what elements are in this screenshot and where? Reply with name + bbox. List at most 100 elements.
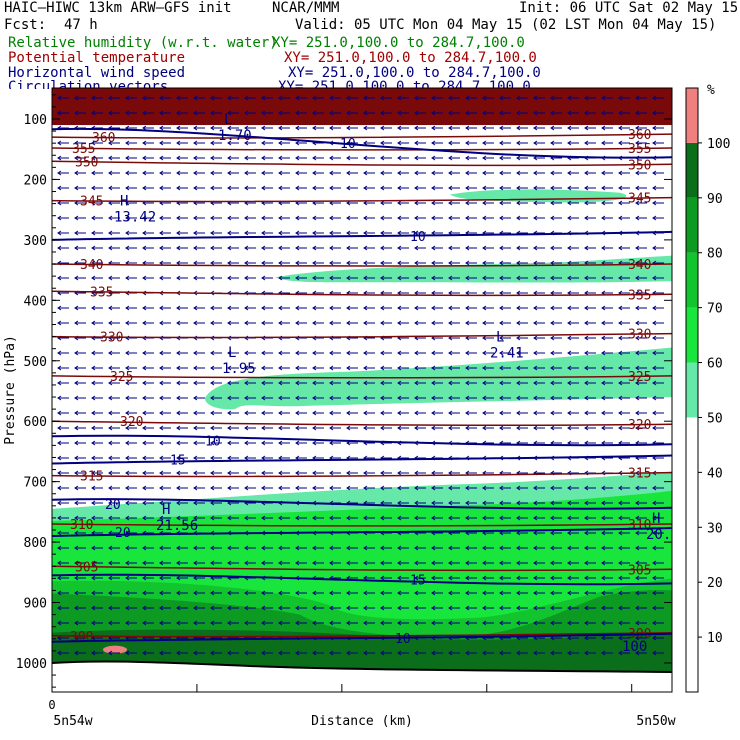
colorbar-label: 30 [707, 521, 723, 536]
colorbar: 10 20 30 40 50 60 70 80 90 100% [685, 83, 730, 693]
theta-contour-label: 345 [628, 192, 651, 207]
extremum-marker: L [496, 330, 504, 346]
theta-contour-line [52, 290, 672, 297]
wind-contour-line [52, 230, 672, 241]
theta-contour-label: 340 [628, 258, 651, 273]
field-xy-rh: XY= 251.0,100.0 to 284.7,100.0 [272, 35, 525, 51]
wind-contour-line [52, 434, 672, 447]
extremum-value: 1.70 [218, 128, 252, 144]
field-xy-wind: XY= 251.0,100.0 to 284.7,100.0 [288, 65, 541, 81]
theta-contour-line [52, 565, 672, 572]
field-name-theta: Potential temperature [8, 50, 186, 66]
colorbar-swatch [686, 252, 698, 308]
theta-contour-label: 325 [628, 370, 651, 385]
y-axis-label: Pressure (hPa) [3, 335, 18, 445]
wind-contour-label: 15 [170, 454, 186, 469]
y-tick-label: 200 [24, 173, 47, 188]
y-tick-label: 700 [24, 476, 47, 491]
y-tick-label: 900 [24, 597, 47, 612]
theta-contour-label: 310 [70, 518, 93, 533]
colorbar-label: 90 [707, 192, 723, 207]
colorbar-label: 20 [707, 576, 723, 591]
theta-contour-label: 330 [628, 328, 651, 343]
colorbar-label: 100 [707, 137, 730, 152]
theta-contour-line [52, 471, 672, 478]
x-axis: 0 5n54w 5n50w Distance (km) [48, 684, 676, 729]
wind-contour-label: 15 [410, 573, 426, 588]
theta-contour-line [52, 263, 672, 267]
y-axis: 100 200 300 400 500 600 700 800 900 1000 Pressure … [3, 94, 672, 688]
theta-contour-label: 300 [70, 630, 93, 645]
colorbar-swatch [686, 362, 698, 418]
x-end-location: 5n50w [636, 714, 675, 729]
wind-contour-line [52, 498, 672, 510]
y-tick-label: 1000 [16, 657, 47, 672]
theta-contour-label: 335 [628, 288, 651, 303]
colorbar-swatch [686, 472, 698, 528]
colorbar-swatch [686, 527, 698, 583]
wind-contour-line [52, 632, 672, 643]
wind-contour-label: 10 [340, 137, 356, 152]
y-tick-label: 400 [24, 294, 47, 309]
theta-contour-label: 330 [100, 331, 123, 346]
colorbar-label: 40 [707, 466, 723, 481]
upper-dark-band [52, 88, 672, 126]
x-tick-label: 0 [48, 698, 55, 712]
extremum-marker: H [652, 511, 660, 527]
theta-contour-line [52, 133, 672, 139]
y-tick-label: 800 [24, 536, 47, 551]
y-tick-label: 300 [24, 234, 47, 249]
theta-contour-label: 340 [80, 258, 103, 273]
theta-contour-label: 350 [75, 155, 98, 170]
theta-contour-label: 360 [92, 131, 115, 146]
theta-contour-label: 355 [628, 142, 651, 157]
valid-time: Valid: 05 UTC Mon 04 May 15 (02 LST Mon … [295, 17, 717, 33]
extremum-value: 13.42 [114, 210, 156, 226]
theta-contour-label: 315 [80, 470, 103, 485]
colorbar-label: 50 [707, 411, 723, 426]
colorbar-frame [685, 87, 699, 693]
extremum-value: 100 [622, 639, 647, 655]
y-tick-label: 100 [24, 113, 47, 128]
extremum-marker: L [228, 345, 236, 361]
field-xy-vectors: XY= 251.0,100.0 to 284.7,100.0 [278, 79, 531, 89]
theta-contour-label: 355 [72, 142, 95, 157]
theta-contour-line [52, 147, 672, 151]
colorbar-swatch [686, 307, 698, 363]
init-time: Init: 06 UTC Sat 02 May 15 [519, 0, 739, 16]
colorbar-swatch [686, 88, 698, 143]
wind-contour-line [52, 454, 672, 465]
extremum-value: 20.2 [646, 527, 680, 543]
theta-contour-label: 350 [628, 158, 651, 173]
field-name-vectors: Circulation vectors [8, 79, 169, 89]
extremum-marker: H [162, 502, 170, 518]
extremum-marker: L [224, 112, 232, 128]
theta-contour-label: 360 [628, 128, 651, 143]
colorbar-swatch [686, 417, 698, 473]
rh-max-patch [103, 645, 127, 654]
extremum-marker: H [120, 194, 128, 210]
field-name-wind: Horizontal wind speed [8, 65, 186, 81]
field-name-rh: Relative humidity (w.r.t. water) [8, 35, 278, 51]
extremum-value: 2.41 [490, 346, 524, 362]
wind-contour-label: 10 [410, 230, 426, 245]
wind-contour-label: 20 [105, 498, 121, 513]
x-start-location: 5n54w [53, 714, 92, 729]
wind-contours: 10 10 10 15 20 20 15 10 [52, 127, 672, 647]
theta-contour-line [52, 375, 672, 379]
theta-contour-line [52, 160, 672, 167]
extremum-value: 21.56 [156, 518, 198, 534]
x-axis-label: Distance (km) [311, 714, 413, 729]
theta-contour-label: 315 [628, 467, 651, 482]
theta-contour-line [52, 196, 672, 203]
wind-contour-line [52, 127, 672, 159]
colorbar-swatch [686, 197, 698, 253]
organization-label: NCAR/MMM [272, 0, 340, 16]
colorbar-label: 70 [707, 302, 723, 317]
extremum-value: 1.95 [222, 361, 256, 377]
field-xy-theta: XY= 251.0,100.0 to 284.7,100.0 [284, 50, 537, 66]
y-tick-label: 500 [24, 355, 47, 370]
colorbar-unit: % [707, 83, 715, 98]
wind-contour-label: 10 [205, 434, 221, 449]
